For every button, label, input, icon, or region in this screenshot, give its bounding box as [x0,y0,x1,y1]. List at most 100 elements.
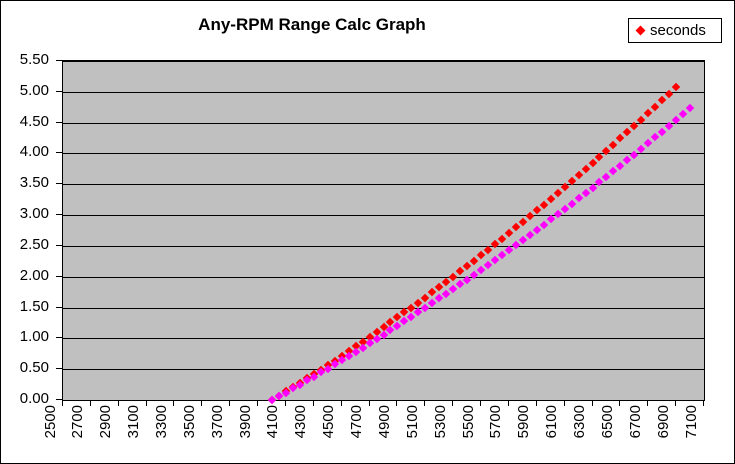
data-point-marker-series2 [657,127,667,137]
data-point-marker-series1 [469,256,479,265]
data-point-marker-series1 [664,89,674,98]
y-tick-label: 1.00 [19,328,49,346]
legend-label: seconds [650,22,706,39]
data-point-marker-series1 [616,133,625,143]
data-point-marker-series2 [469,270,479,280]
x-axis-tick [536,400,537,406]
x-axis-tick [146,400,147,406]
gridline [63,91,704,93]
data-point-marker-series2 [602,172,611,182]
data-point-marker-series1 [539,200,548,209]
data-point-marker-series1 [525,212,535,221]
x-tick-label: 5500 [459,405,477,439]
data-point-marker-series1 [428,287,437,297]
x-tick-label: 3300 [152,405,170,439]
gridline [63,307,704,309]
data-point-marker-series2 [490,255,500,265]
y-axis-tick [56,183,62,185]
data-point-marker-series1 [441,277,451,286]
data-point-marker-series2 [511,241,521,250]
x-tick-label: 3100 [125,405,143,439]
x-axis-tick [62,400,63,406]
x-axis-tick [452,400,453,406]
data-point-marker-series1 [644,108,653,118]
data-point-marker-series1 [511,223,521,232]
x-axis-tick [118,400,119,406]
legend-diamond-icon [635,25,646,36]
data-point-marker-series2 [546,215,555,224]
data-point-marker-series2 [504,245,514,255]
data-point-marker-series2 [365,339,374,348]
y-tick-label: 4.50 [19,112,49,130]
data-point-marker-series2 [644,138,653,148]
data-point-marker-series1 [455,266,465,276]
x-axis-tick [564,400,565,406]
y-tick-label: 2.50 [19,235,49,253]
data-point-marker-series1 [490,239,500,249]
x-tick-label: 5900 [515,405,533,439]
data-point-marker-series1 [504,228,514,238]
y-axis-tick [56,152,62,154]
data-point-marker-series1 [532,205,542,215]
x-axis-tick [257,400,258,406]
y-tick-label: 2.00 [19,266,49,284]
data-point-marker-series1 [462,261,472,271]
x-axis-tick [201,400,202,406]
x-tick-label: 6700 [626,405,644,439]
data-point-marker-series1 [518,217,528,227]
x-tick-label: 3700 [208,405,226,439]
legend-box: seconds [628,18,722,43]
data-point-marker-series1 [581,164,590,174]
y-tick-label: 3.00 [19,205,49,223]
y-tick-label: 5.00 [19,81,49,99]
x-axis-tick [396,400,397,406]
gridline [63,61,704,62]
x-tick-label: 5700 [487,405,505,439]
data-point-marker-series1 [623,127,632,137]
gridline [63,215,704,217]
data-point-marker-series1 [650,102,660,111]
gridline [63,184,704,186]
y-tick-label: 4.00 [19,143,49,161]
data-point-marker-series2 [441,289,451,299]
y-axis-tick [56,90,62,92]
gridline [63,153,704,155]
data-point-marker-series2 [595,178,604,187]
x-tick-label: 6100 [543,405,561,439]
x-tick-label: 5300 [431,405,449,439]
y-tick-label: 0.50 [19,359,49,377]
x-tick-label: 6900 [654,405,672,439]
x-axis-tick [285,400,286,406]
x-tick-label: 4900 [375,405,393,439]
data-point-marker-series1 [476,250,486,260]
y-axis-tick [56,244,62,246]
chart-title: Any-RPM Range Calc Graph [198,15,426,34]
data-point-marker-series1 [657,95,667,105]
data-point-marker-series2 [497,250,507,260]
y-axis-tick [56,337,62,339]
data-point-marker-series1 [434,282,444,292]
x-axis-tick [90,400,91,406]
plot-area [62,60,705,405]
x-tick-label: 2900 [97,405,115,439]
data-point-marker-series2 [539,220,548,230]
data-point-marker-series2 [650,133,660,142]
y-axis-tick [56,368,62,370]
data-point-marker-series2 [678,109,688,119]
x-axis-tick [229,400,230,406]
data-point-marker-series2 [609,167,618,176]
data-point-marker-series2 [623,155,632,165]
x-axis-tick [173,400,174,406]
data-point-marker-series2 [581,188,590,198]
y-axis-tick [56,121,62,123]
y-tick-label: 5.50 [19,51,49,68]
gridline [63,369,704,371]
x-axis-tick [619,400,620,406]
x-tick-label: 4100 [264,405,282,439]
gridline [63,245,704,247]
data-point-marker-series2 [616,161,625,171]
data-point-marker-series2 [476,265,486,275]
data-point-marker-series1 [609,140,618,150]
data-point-marker-series2 [421,303,430,312]
